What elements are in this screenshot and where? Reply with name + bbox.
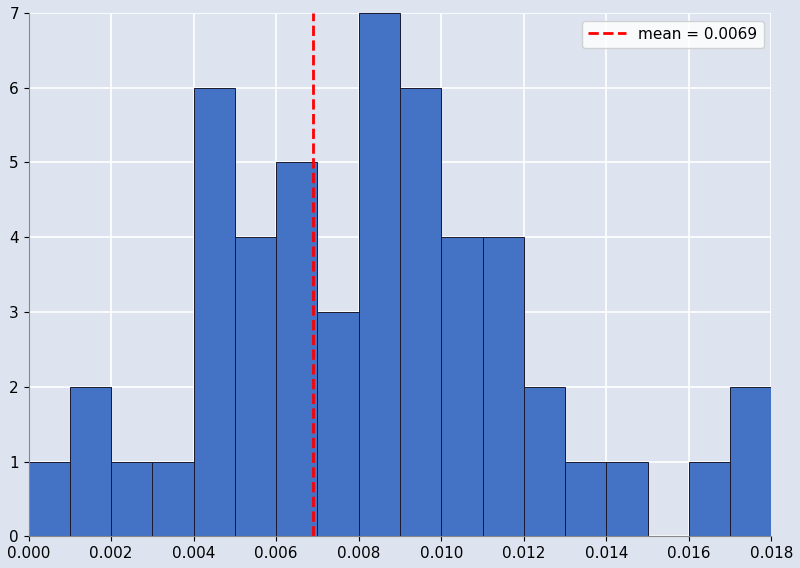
Bar: [70, 387, 111, 536]
Bar: [482, 237, 524, 536]
Bar: [153, 462, 194, 536]
Bar: [400, 87, 442, 536]
Bar: [524, 387, 565, 536]
mean = 0.0069: [309, 533, 318, 540]
mean = 0.0069: [309, 458, 318, 465]
Bar: [730, 387, 771, 536]
Bar: [235, 237, 276, 536]
Bar: [358, 13, 400, 536]
Bar: [442, 237, 482, 536]
Bar: [565, 462, 606, 536]
Bar: [276, 162, 318, 536]
Bar: [689, 462, 730, 536]
Bar: [318, 312, 358, 536]
Bar: [771, 462, 800, 536]
Legend: mean = 0.0069: mean = 0.0069: [582, 20, 764, 48]
Bar: [111, 462, 153, 536]
Bar: [29, 462, 70, 536]
Bar: [194, 87, 235, 536]
Bar: [606, 462, 647, 536]
